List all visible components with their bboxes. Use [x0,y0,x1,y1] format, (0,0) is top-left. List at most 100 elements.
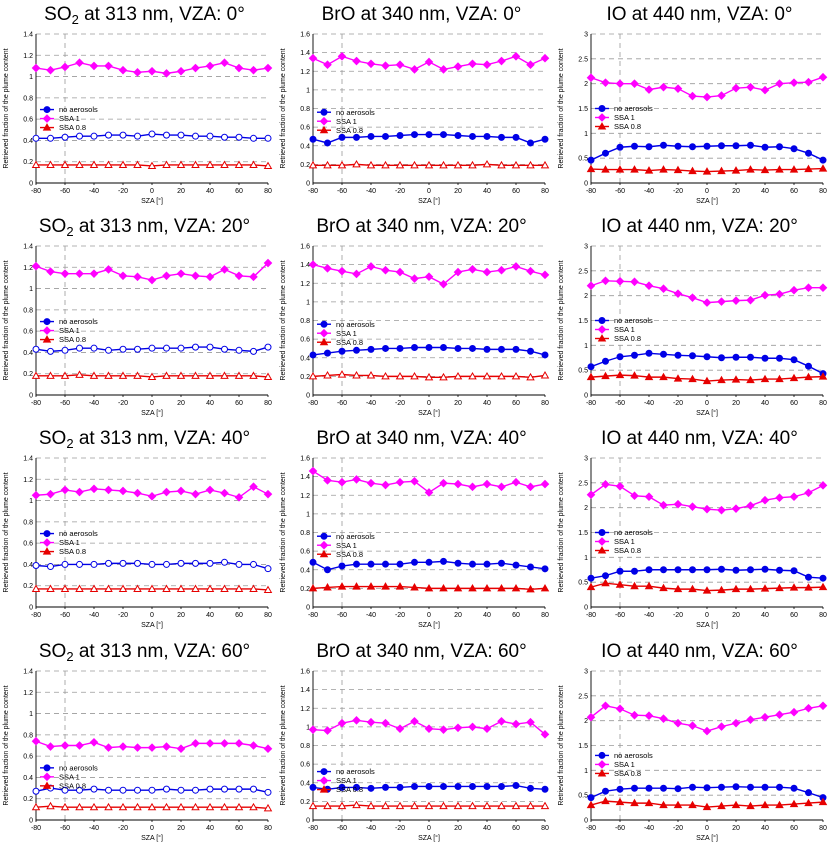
data-point [469,560,476,568]
data-point [601,165,610,173]
data-point [453,801,463,810]
x-tick-label: -80 [31,612,41,619]
data-point [760,165,770,174]
y-tick-label: 0.2 [300,374,310,381]
data-point [718,142,725,150]
data-point [615,276,625,286]
y-tick-label: 0.8 [23,95,33,102]
x-tick-label: 80 [264,825,272,832]
data-point [381,801,390,810]
title-subscript: 2 [66,436,73,451]
title-species: SO [39,641,66,662]
chart-svg: IO at 440 nm, VZA: 0° 0 0.5 1 1.5 2 2.5 3 -80 -60… [558,4,828,205]
data-point [60,62,70,72]
data-point [89,371,99,379]
y-tick-label: 0.8 [23,519,33,526]
legend-entry: SSA 0.8 [614,769,641,778]
legend-entry: SSA 0.8 [59,123,86,132]
data-point [689,143,696,151]
data-point [818,283,828,293]
y-tick-label: 2.5 [578,268,588,275]
data-point [804,164,813,173]
data-point [644,281,654,291]
legend-entry: no aerosols [614,528,653,537]
data-point [689,352,696,360]
data-point [453,267,463,277]
data-point [176,371,186,379]
data-point [133,160,142,168]
title-species: BrO [322,4,356,25]
data-point [89,802,99,811]
data-point [645,566,653,574]
x-axis-label: SZA [°] [696,409,718,417]
data-point [323,60,332,70]
data-point [382,560,389,568]
data-point [645,784,653,792]
data-point [234,371,244,379]
legend-entry: SSA 0.8 [336,550,363,559]
data-point [381,61,390,70]
y-tick-label: 0.6 [23,329,33,336]
data-point [746,584,755,593]
data-point [60,584,70,592]
series-no-aerosols [32,130,272,142]
legend-marker [43,764,51,772]
data-point [206,132,214,140]
y-tick-label: 2 [584,505,588,512]
data-point [411,131,418,139]
y-tick-label: 0.2 [23,583,33,590]
legend-entry: SSA 0.8 [614,546,641,555]
data-point [46,801,55,810]
y-tick-label: 1.6 [300,32,310,39]
data-point [205,61,215,71]
legend-marker [597,113,607,122]
data-point [819,574,827,582]
data-point [118,65,128,75]
data-point [411,558,418,566]
y-tick-label: 1.4 [300,474,310,481]
data-point [775,710,784,720]
data-point [220,584,229,592]
data-point [338,347,346,355]
y-tick-label: 1 [306,87,310,94]
data-point [718,354,725,362]
y-tick-label: 1.2 [300,493,310,500]
y-tick-label: 0.6 [300,125,310,132]
x-tick-label: 0 [427,400,431,407]
data-point [761,143,769,151]
x-axis-label: SZA [°] [141,834,163,842]
data-point [134,345,141,353]
data-point [819,156,827,164]
data-point [602,149,609,157]
y-tick-label: 1 [29,286,33,293]
x-tick-label: -60 [337,825,347,832]
data-point [352,475,361,484]
y-tick-label: 2 [584,293,588,300]
data-point [352,56,361,66]
data-point [192,132,199,140]
data-point [732,783,740,791]
data-point [31,63,41,73]
series-ssa-1 [31,736,273,753]
legend-entry: no aerosols [59,529,98,538]
y-tick-label: 1.5 [578,106,588,113]
data-point [630,165,639,173]
x-tick-label: -40 [366,612,376,619]
legend-entry: SSA 1 [59,114,80,123]
legend-entry: SSA 1 [336,776,357,785]
data-point [148,560,156,568]
data-point [381,480,390,490]
legend-marker [320,768,328,776]
data-point [205,272,215,282]
data-point [75,370,84,378]
title-subscript: 2 [66,649,73,664]
data-point [147,584,157,592]
data-point [630,371,639,379]
data-point [630,277,639,287]
data-point [511,262,521,271]
chart-panel: SO2 at 313 nm, VZA: 40° 0 0.2 0.4 0.6 0.8 1 1.2… [0,424,277,636]
title-species: BrO [316,641,350,662]
legend-marker [43,106,51,114]
data-point [249,272,258,282]
